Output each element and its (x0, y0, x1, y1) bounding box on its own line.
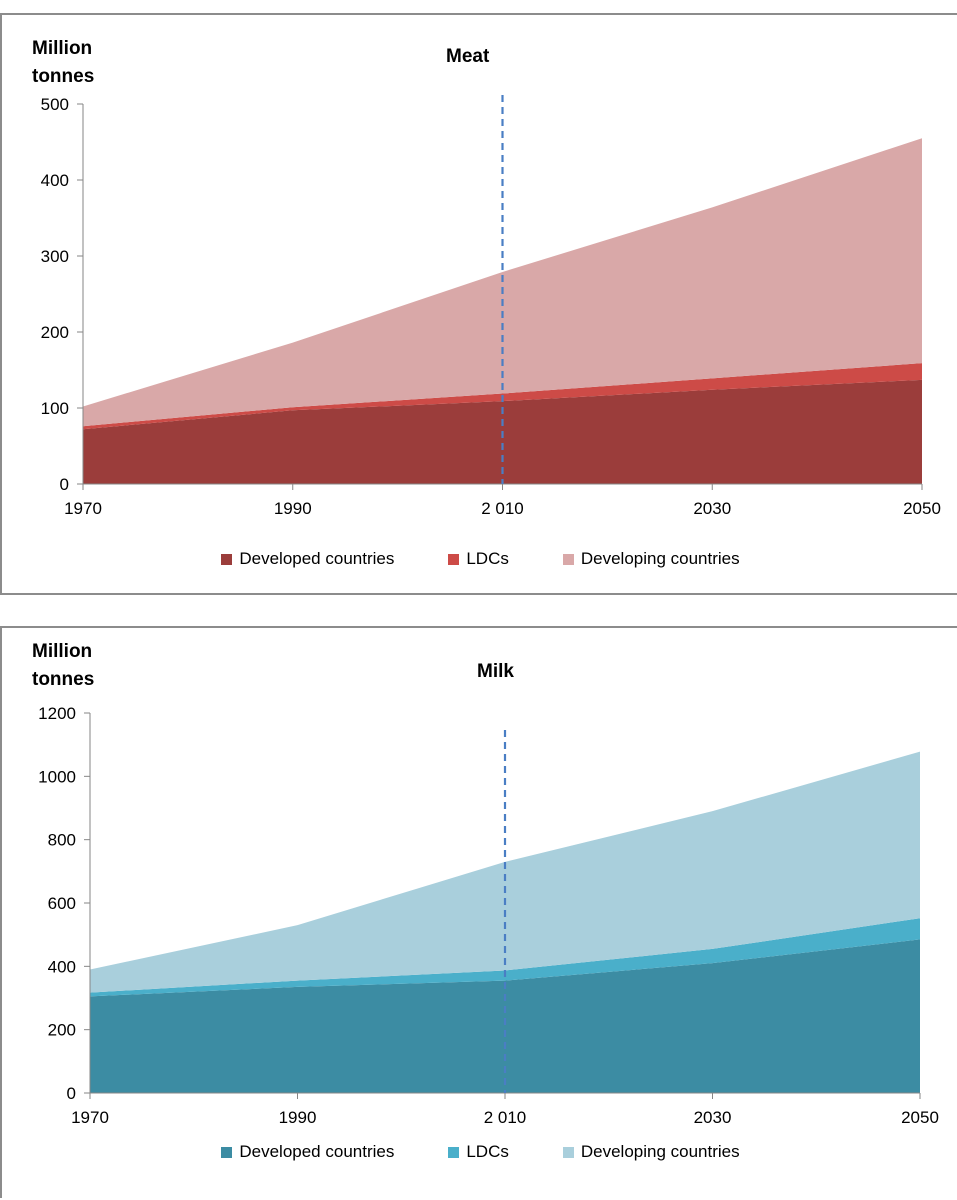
legend: Developed countries LDCs Developing countr… (2, 549, 957, 569)
x-tick-label: 2030 (693, 499, 731, 518)
area-developing-countries (90, 751, 920, 993)
legend-item: Developing countries (562, 549, 740, 569)
y-tick-label: 200 (48, 1021, 76, 1040)
x-tick-label: 2050 (901, 1108, 939, 1127)
y-tick-label: 0 (67, 1084, 76, 1103)
x-tick-label: 2 010 (481, 499, 524, 518)
y-tick-label: 600 (48, 894, 76, 913)
legend-swatch (448, 1146, 460, 1158)
legend-item: LDCs (448, 549, 509, 569)
y-tick-label: 400 (48, 957, 76, 976)
x-tick-label: 1970 (64, 499, 102, 518)
y-tick-label: 200 (41, 323, 69, 342)
milk-chart-panel: Million tonnes Milk 0 200 400 600 800 1000 120… (0, 626, 957, 1198)
area-ldcs (90, 918, 920, 997)
milk-chart-plot: 0 200 400 600 800 1000 1200 1970 1990 2 010 2030 20… (38, 704, 939, 1127)
x-tick-label: 1970 (71, 1108, 109, 1127)
y-tick-label: 100 (41, 399, 69, 418)
area-developed-countries (90, 939, 920, 1093)
y-tick-label: 1000 (38, 767, 76, 786)
legend-swatch (562, 553, 574, 565)
legend-swatch (562, 1146, 574, 1158)
legend-label: LDCs (466, 1142, 509, 1161)
y-tick-label: 0 (60, 475, 69, 494)
legend-item: Developing countries (562, 1142, 740, 1162)
legend-swatch (448, 553, 460, 565)
x-tick-label: 2050 (903, 499, 941, 518)
legend: Developed countries LDCs Developing countr… (2, 1142, 957, 1162)
y-axis-label: Million tonnes (32, 38, 95, 87)
legend-label: Developed countries (239, 1142, 395, 1161)
legend-label: Developed countries (239, 549, 395, 568)
y-axis-label: Million tonnes (32, 641, 95, 690)
meat-chart-panel: Million tonnes Meat 0 100 200 300 400 500 1970… (0, 13, 957, 595)
y-tick-label: 500 (41, 95, 69, 114)
x-tick-label: 2 010 (484, 1108, 527, 1127)
legend-label: LDCs (466, 549, 509, 568)
legend-label: Developing countries (580, 1142, 740, 1161)
x-tick-label: 1990 (279, 1108, 317, 1127)
meat-chart-plot: 0 100 200 300 400 500 1970 1990 2 010 2030 2050 (41, 95, 941, 518)
x-tick-label: 2030 (694, 1108, 732, 1127)
chart-title: Meat (446, 46, 490, 67)
y-tick-label: 800 (48, 831, 76, 850)
legend-item: LDCs (448, 1142, 509, 1162)
legend-swatch (221, 553, 233, 565)
chart-title: Milk (477, 661, 514, 682)
legend-label: Developing countries (580, 549, 740, 568)
area-developing-countries (83, 138, 922, 427)
legend-item: Developed countries (221, 549, 394, 569)
y-tick-label: 400 (41, 171, 69, 190)
legend-swatch (221, 1146, 233, 1158)
legend-item: Developed countries (221, 1142, 394, 1162)
x-tick-label: 1990 (274, 499, 312, 518)
y-tick-label: 1200 (38, 704, 76, 723)
y-tick-label: 300 (41, 247, 69, 266)
